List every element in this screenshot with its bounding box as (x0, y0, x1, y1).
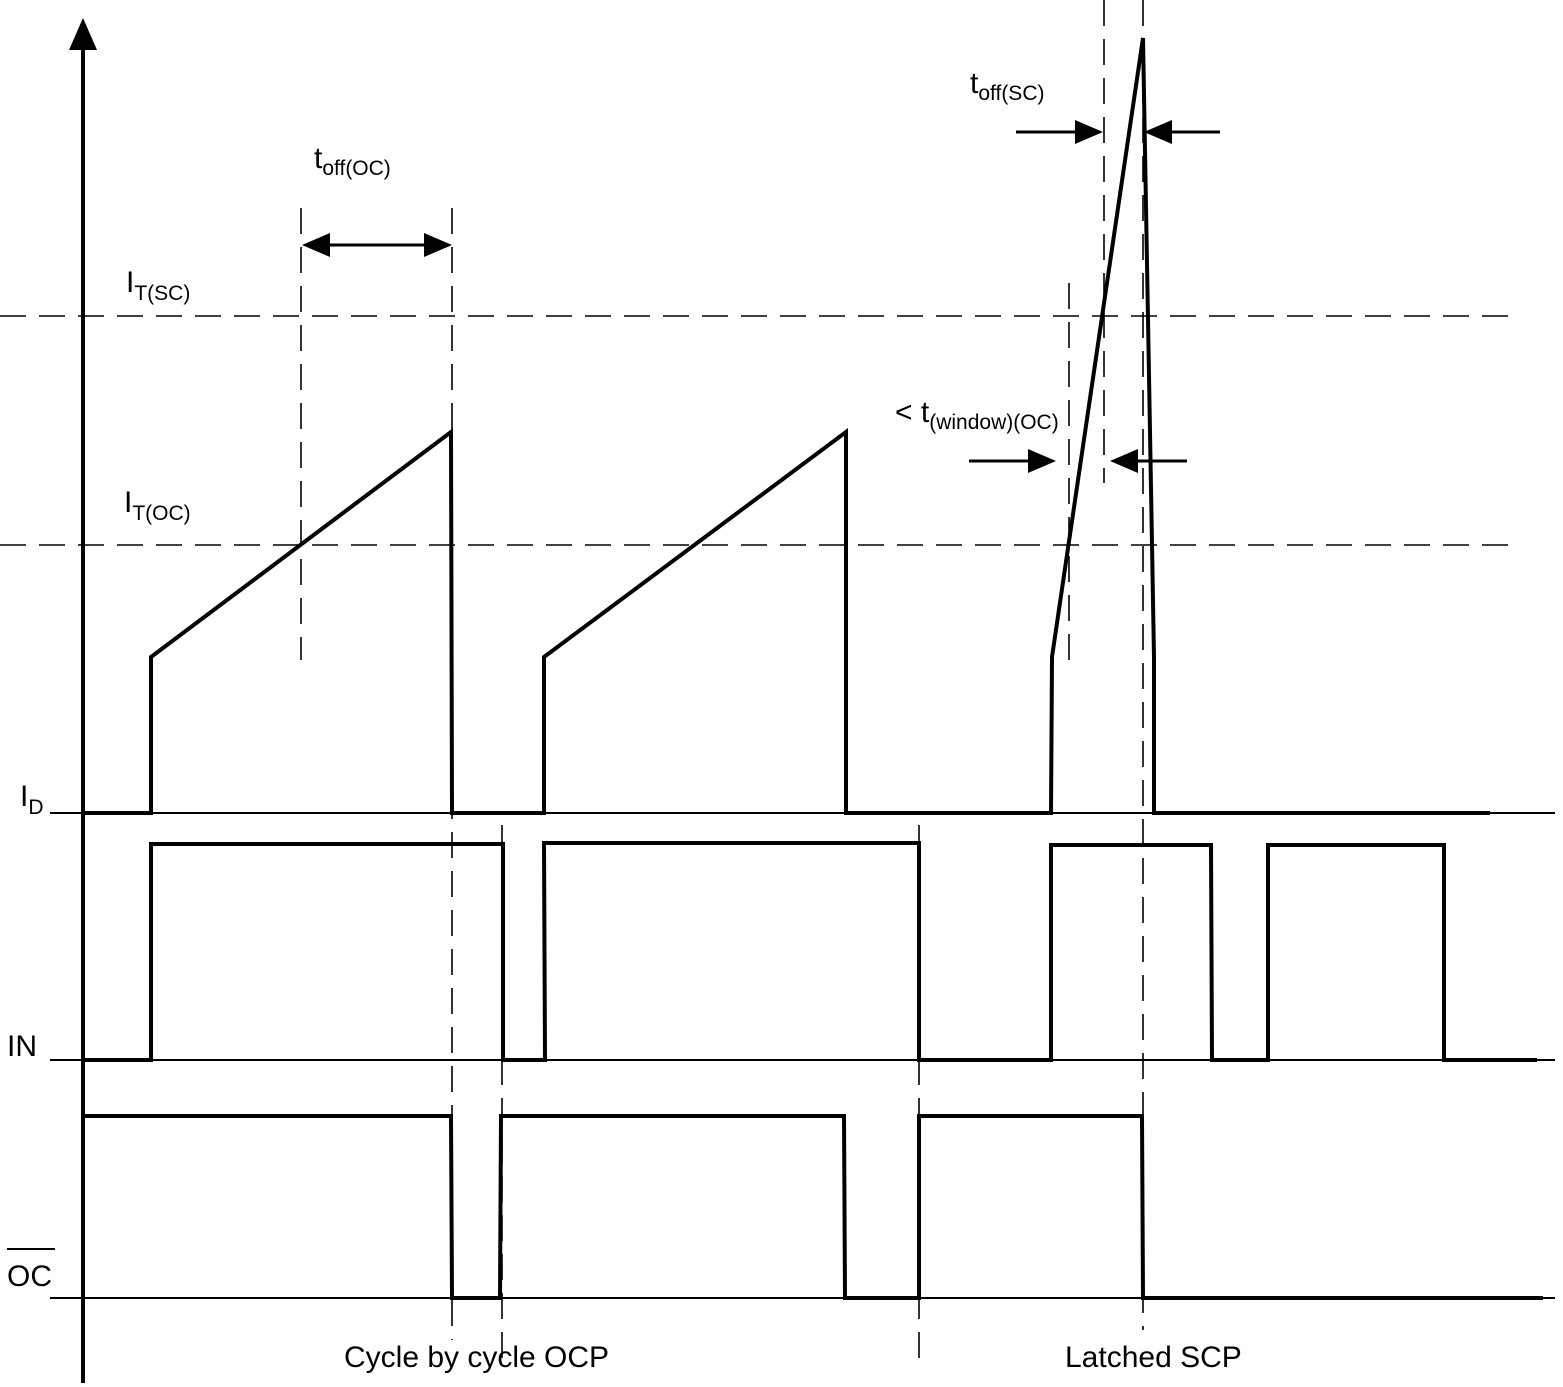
label-toff-sc: toff(SC) (970, 67, 1044, 105)
label-it-sc: IT(SC) (126, 266, 190, 305)
label-window: < t(window)(OC) (895, 396, 1059, 434)
label-it-oc: IT(OC) (124, 486, 191, 525)
toff-oc-double-arrow (302, 233, 452, 257)
oc-waveform (83, 1114, 1543, 1300)
label-cycle-ocp: Cycle by cycle OCP (344, 1341, 609, 1374)
label-oc-group: OC (7, 1248, 55, 1293)
label-in: IN (7, 1030, 37, 1063)
threshold-lines (0, 315, 1515, 546)
toff-sc-arrows (1016, 120, 1220, 144)
id-waveform (83, 37, 1490, 815)
in-waveform (83, 841, 1537, 1062)
baselines (50, 812, 1555, 1299)
label-oc: OC (7, 1260, 52, 1293)
vertical-axis (69, 18, 97, 1383)
label-toff-oc: toff(OC) (314, 142, 391, 180)
timing-markers (300, 0, 1144, 1365)
label-latched-scp: Latched SCP (1065, 1341, 1242, 1374)
label-id: ID (20, 780, 44, 819)
window-arrows (969, 449, 1187, 473)
axis-arrow-icon (69, 18, 97, 50)
